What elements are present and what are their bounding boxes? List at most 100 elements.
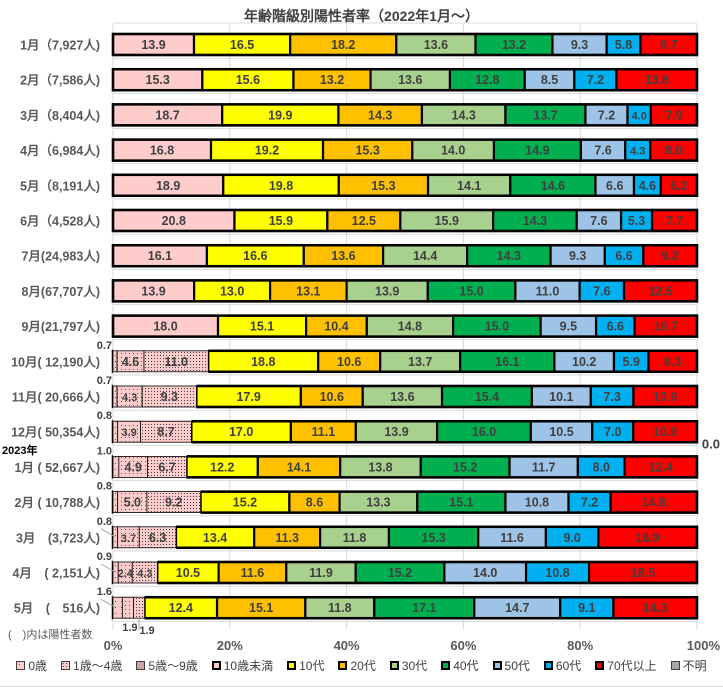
x-tick-label: 0% [104,638,123,653]
data-label: 19.8 [269,179,293,193]
data-label: 12.4 [649,460,673,474]
data-label: 13.9 [141,284,165,298]
data-label: 13.6 [424,38,448,52]
data-label: 12.4 [169,601,193,615]
category-label: 1月 ( 52,667人) [15,460,100,475]
leader-line [100,528,116,538]
legend-item: 20代 [338,657,376,674]
unknown-value-label: 0.0 [702,436,720,451]
bar-segment-0歳 [112,596,123,619]
data-label: 13.2 [502,38,526,52]
legend-label: 0歳 [28,659,48,673]
data-label: 15.9 [435,214,459,228]
legend-item: 60代 [543,657,581,674]
bar-segment-5歳～9歳 [147,455,187,478]
bar-segment-5歳～9歳 [140,420,192,443]
data-label: 13.6 [390,390,414,404]
x-tick-label: 100% [687,638,721,653]
data-label: 13.4 [203,531,227,545]
bar-outline [111,314,699,338]
data-label: 15.2 [453,460,477,474]
legend-swatch [595,661,605,670]
x-axis: 0% 20% 40% 60% 80% 100% [104,638,721,653]
data-label: 13.7 [533,108,557,122]
data-label: 10.1 [549,390,573,404]
data-label: 16.9 [636,531,660,545]
data-label: 8.0 [665,144,682,158]
data-label: 13.9 [375,284,399,298]
legend-label: 50代 [504,659,530,673]
legend-item: 0歳 [16,657,47,674]
data-label: 14.3 [368,108,392,122]
data-label: 10.9 [653,425,677,439]
legend-swatch [287,661,297,670]
category-label: 10月( 12,190人) [11,354,100,369]
data-label: 8.6 [306,496,323,510]
legend-item: 10代 [287,657,324,674]
data-label: 16.1 [148,249,172,263]
data-label: 1.0 [97,445,112,457]
data-label: 10.4 [324,320,348,334]
x-tick-label: 80% [567,638,593,653]
data-label: 6.3 [149,531,166,545]
data-label: 11.1 [312,425,336,439]
data-label: 12.8 [475,73,499,87]
legend-item: 不明 [670,657,707,674]
legend-label: 1歳～4歳 [73,659,123,673]
bar-outline [111,103,699,127]
data-label: 10.5 [176,566,200,580]
year-label: 2023年 [2,445,38,457]
data-label: 11.9 [309,566,333,580]
bar-segment-0歳 [112,385,118,408]
data-label: 11.8 [328,601,352,615]
data-label: 6.6 [615,249,632,263]
data-label: 14.3 [497,249,521,263]
legend-label: 30代 [401,659,428,673]
bar-outline [111,173,699,198]
data-label: 16.5 [230,38,254,52]
bar-outline [111,208,699,233]
data-label: 0.8 [97,481,112,493]
data-label: 11.7 [532,460,556,474]
data-label: 13.8 [645,73,669,87]
legend-swatch [543,661,553,670]
data-label: 1.6 [97,586,112,598]
data-label: 10.2 [572,355,596,369]
data-label: 15.3 [146,73,170,87]
legend-label: 5歳～9歳 [148,659,198,673]
legend-item: 40代 [441,657,479,674]
data-label: 17.0 [229,425,253,439]
bar-outline [111,279,699,303]
data-label: 18.0 [153,320,177,334]
data-label: 10.8 [545,566,569,580]
data-label: 4.6 [639,179,656,193]
bar-segment-1歳～4歳 [121,596,134,619]
legend-label: 40代 [453,659,479,673]
data-label: 7.2 [598,108,615,122]
data-label: 15.1 [249,601,273,615]
data-label: 14.0 [473,566,497,580]
bar-outline [111,243,699,268]
bars-group [111,32,699,620]
data-label: 18.5 [631,566,655,580]
data-label: 20.8 [162,214,186,228]
data-label: 19.9 [268,108,292,122]
category-label: 12月( 50,354人) [11,425,100,440]
x-tick-label: 20% [217,638,243,653]
data-label: 4.6 [122,355,139,369]
bar-segment-0歳 [112,526,119,549]
data-label: 3.9 [121,427,136,439]
data-label: 15.3 [355,144,379,158]
data-label: 4.3 [122,392,137,404]
x-tick-label: 40% [334,638,360,653]
bar-segment-0歳 [112,491,119,514]
data-label: 15.2 [233,496,257,510]
legend-label: 10代 [299,659,325,673]
data-label: 0.8 [97,516,112,528]
data-label: 10.6 [337,355,361,369]
data-label: 15.1 [449,496,473,510]
data-label: 7.6 [594,144,611,158]
bar-outline [111,32,699,57]
legend: 0歳 1歳～4歳 5歳～9歳 10歳未満 10代 20代 30代 40代 50代 60代 70代以上… [0,657,723,674]
